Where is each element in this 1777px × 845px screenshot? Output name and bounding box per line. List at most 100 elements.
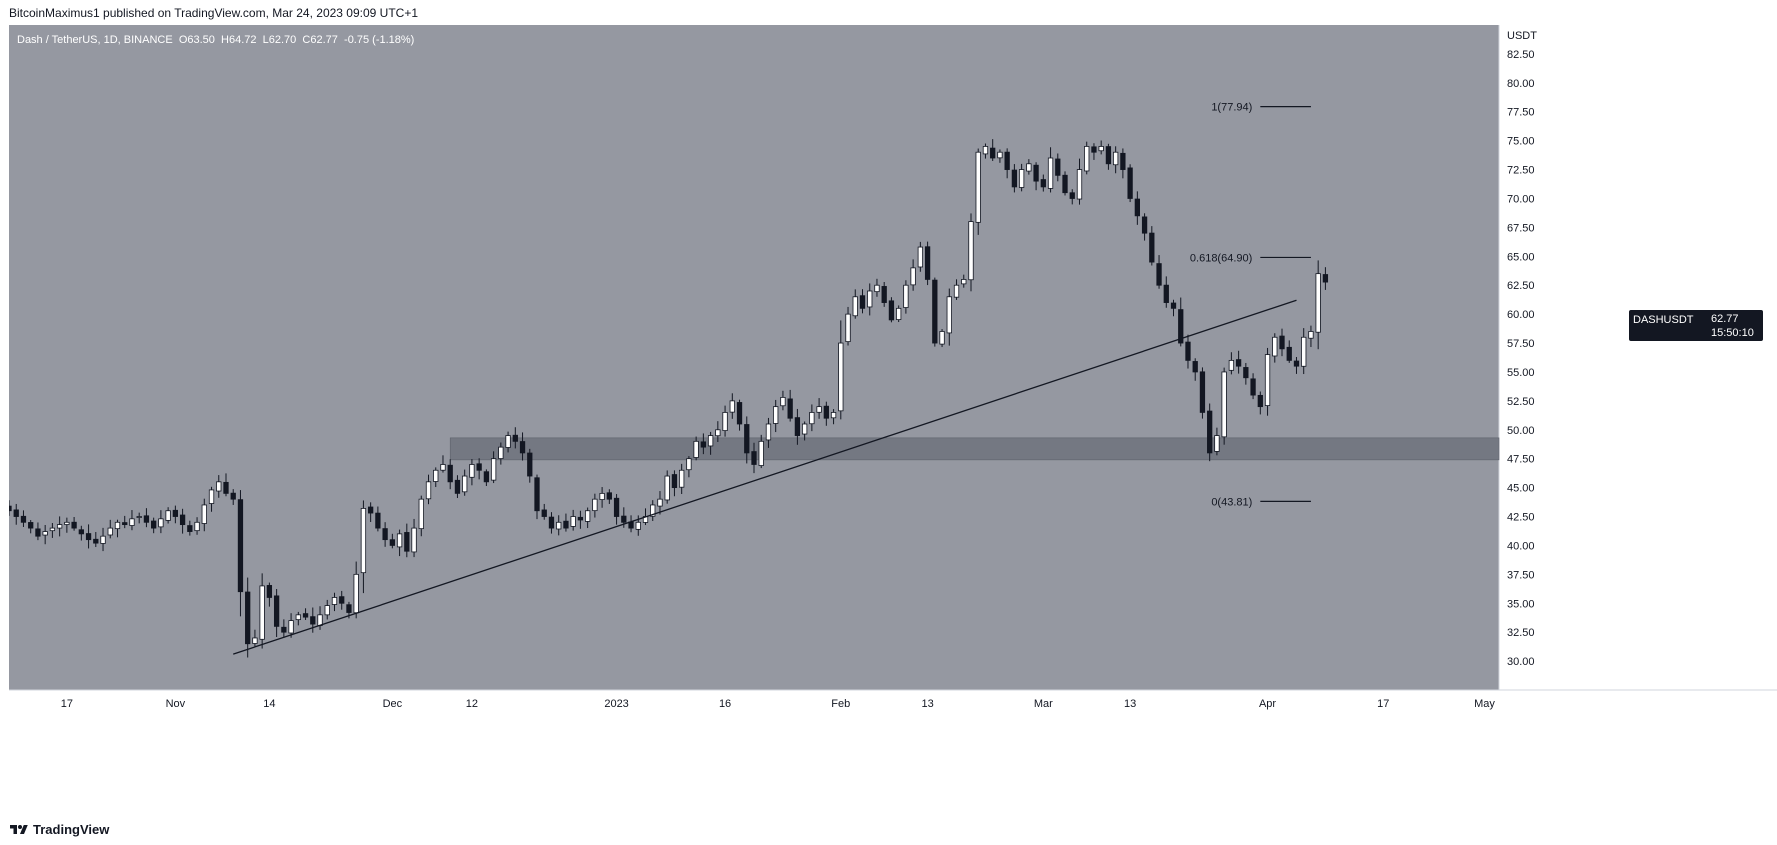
price-chart[interactable]: USDT 30.00 32.50 35.00 37.50 40.00 42.50 45.00 4…: [9, 25, 1777, 814]
candle: [42, 525, 48, 545]
candle: [49, 522, 56, 538]
candle-body: [592, 498, 598, 512]
candle-body: [259, 585, 265, 640]
candle-body: [1257, 394, 1263, 408]
chart-frame[interactable]: USDT 30.00 32.50 35.00 37.50 40.00 42.50 45.00 4…: [9, 25, 1777, 814]
candle-body: [476, 463, 482, 471]
candle: [440, 455, 446, 473]
candle: [187, 520, 193, 536]
candle: [368, 502, 374, 522]
time-axis[interactable]: [9, 690, 1777, 814]
candle-body: [440, 464, 446, 471]
x-tick-label: 2023: [604, 698, 628, 710]
candle: [1221, 367, 1227, 445]
candle: [324, 599, 330, 620]
candle: [71, 516, 77, 531]
candle: [194, 517, 200, 535]
x-tick-label: Mar: [1034, 698, 1053, 710]
y-tick-label: 75.00: [1507, 136, 1535, 148]
candle-body: [223, 481, 229, 494]
candle: [715, 421, 721, 443]
candle: [78, 525, 84, 541]
candle-body: [1004, 151, 1010, 170]
price-axis[interactable]: [1499, 25, 1777, 690]
candle: [997, 149, 1003, 163]
candle: [462, 469, 468, 496]
candle: [563, 513, 569, 532]
x-tick-label: Apr: [1259, 698, 1276, 710]
candle-body: [216, 481, 222, 492]
ohlc-legend: Dash / TetherUS, 1D, BINANCE O63.50 H64.…: [17, 34, 414, 46]
candle-body: [64, 521, 70, 525]
candle: [1156, 255, 1162, 289]
price-tag-price: 62.77: [1711, 313, 1739, 325]
candle-body: [360, 508, 367, 574]
candle-body: [874, 284, 880, 293]
x-tick-label: 13: [1124, 698, 1136, 710]
candle: [1127, 164, 1133, 203]
candle-body: [556, 521, 562, 530]
candle: [1141, 213, 1148, 241]
candle-body: [1272, 336, 1278, 357]
x-tick-label: 13: [921, 698, 933, 710]
candle: [577, 510, 584, 529]
ascending-trendline[interactable]: [233, 299, 1297, 655]
candle-body: [1084, 146, 1090, 172]
candle: [498, 442, 504, 465]
candle: [1047, 147, 1054, 193]
tradingview-logo[interactable]: TradingView: [9, 822, 109, 837]
publisher-info: BitcoinMaximus1 published on TradingView…: [9, 6, 419, 20]
y-tick-label: 82.50: [1507, 49, 1535, 61]
change-value: -0.75 (-1.18%): [344, 34, 415, 46]
top-bar: BitcoinMaximus1 published on TradingView…: [0, 0, 1777, 26]
candle-body: [114, 521, 121, 530]
candle-body: [1040, 179, 1046, 188]
candle: [114, 519, 121, 538]
candle: [736, 399, 743, 431]
candle: [874, 278, 880, 297]
candle: [1113, 146, 1119, 174]
candle-body: [1091, 146, 1097, 153]
candle-body: [462, 475, 468, 493]
candle-body: [534, 477, 540, 512]
y-tick-label: 30.00: [1507, 656, 1535, 668]
fib-level-label: 0.618(64.90): [1190, 252, 1252, 264]
candle-body: [896, 307, 902, 320]
candle-body: [1120, 152, 1126, 170]
candle: [382, 522, 388, 547]
close-value: 62.77: [310, 34, 338, 46]
candle: [273, 589, 280, 638]
candle-body: [729, 400, 735, 413]
candle-body: [122, 522, 128, 526]
candle: [143, 508, 150, 528]
plot-area[interactable]: [9, 25, 1499, 690]
candle: [823, 401, 829, 426]
candle: [512, 427, 518, 449]
candle-body: [584, 510, 591, 522]
candle-body: [570, 516, 576, 527]
candle: [1279, 328, 1285, 357]
candle-body: [961, 279, 967, 285]
candle-body: [1047, 157, 1054, 189]
candle: [556, 515, 562, 536]
candle: [1011, 164, 1018, 193]
candle: [816, 398, 822, 419]
candle-body: [42, 531, 48, 536]
candle: [744, 416, 750, 464]
candle: [433, 467, 439, 488]
x-tick-label: 12: [466, 698, 478, 710]
y-tick-label: 72.50: [1507, 165, 1535, 177]
candle: [107, 519, 113, 539]
candle: [1055, 153, 1061, 182]
candle: [28, 520, 34, 534]
candle-body: [1011, 169, 1018, 188]
candle: [845, 306, 851, 346]
candle: [729, 393, 735, 419]
candle-body: [693, 440, 699, 458]
candle: [447, 459, 453, 490]
candle-body: [201, 504, 207, 524]
x-tick-label: Feb: [831, 698, 850, 710]
price-tag-symbol: DASHUSDT: [1633, 314, 1694, 326]
candle: [396, 529, 403, 557]
candle-body: [671, 474, 678, 489]
